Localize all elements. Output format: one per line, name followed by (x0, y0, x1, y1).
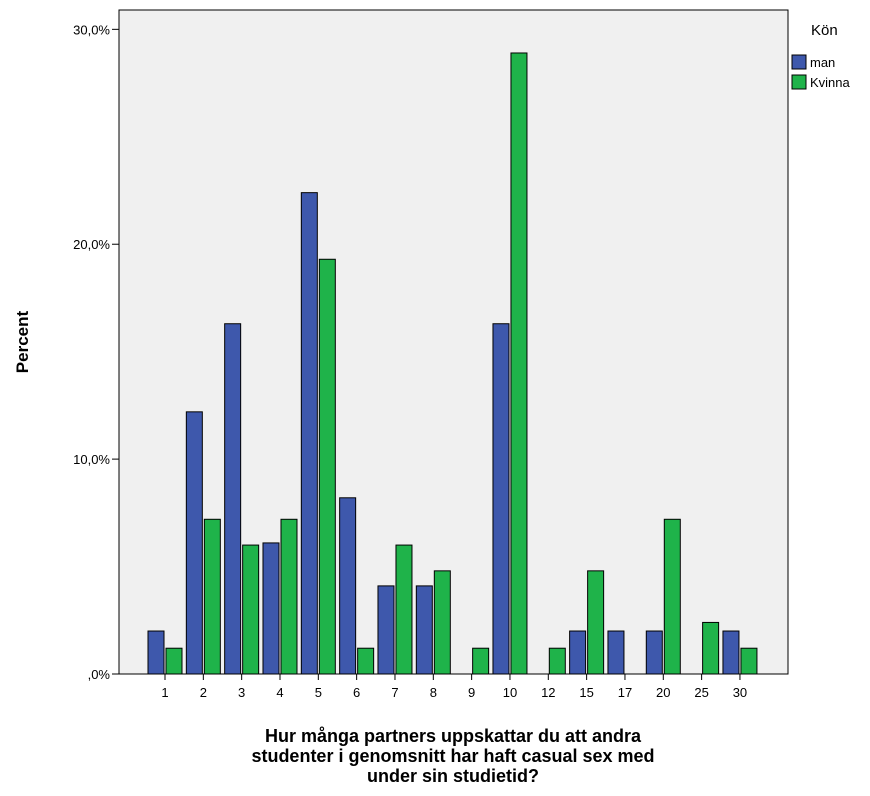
y-tick-label: 30,0% (73, 22, 110, 37)
y-tick-label: ,0% (88, 667, 111, 682)
x-tick-label-3: 3 (238, 685, 245, 700)
legend-label-man: man (810, 55, 835, 70)
bar-kvinna-3 (242, 544, 260, 675)
x-tick-label-25: 25 (694, 685, 708, 700)
bar-kvinna-1 (165, 647, 183, 675)
x-tick-label-12: 12 (541, 685, 555, 700)
bar-kvinna-20 (663, 518, 681, 675)
x-tick-label-10: 10 (503, 685, 517, 700)
y-tick-label: 20,0% (73, 237, 110, 252)
bar-man-15 (569, 630, 587, 675)
bar-man-4 (262, 542, 280, 675)
bar-kvinna-30 (740, 647, 758, 675)
legend-swatch-man (791, 54, 807, 70)
x-tick-label-30: 30 (733, 685, 747, 700)
bar-kvinna-8 (433, 570, 451, 675)
bar-man-5 (300, 192, 318, 675)
bar-kvinna-12 (548, 647, 566, 675)
bar-man-6 (339, 497, 357, 675)
y-axis-label: Percent (13, 310, 32, 373)
x-tick-label-20: 20 (656, 685, 670, 700)
x-tick-label-1: 1 (161, 685, 168, 700)
x-tick-label-2: 2 (200, 685, 207, 700)
x-tick-label-5: 5 (315, 685, 322, 700)
bar-kvinna-2 (203, 518, 221, 675)
x-axis-label-line-3: under sin studietid? (366, 766, 539, 786)
bar-man-7 (377, 585, 395, 675)
bar-kvinna-6 (357, 647, 375, 675)
bar-kvinna-7 (395, 544, 413, 675)
bar-man-1 (147, 630, 165, 675)
x-tick-label-17: 17 (618, 685, 632, 700)
x-tick-label-8: 8 (430, 685, 437, 700)
x-axis-label-line-2: studenter i genomsnitt har haft casual s… (251, 746, 655, 766)
legend-swatch-kvinna (791, 74, 807, 90)
x-tick-label-7: 7 (391, 685, 398, 700)
bar-kvinna-10 (510, 52, 528, 675)
legend: Kön man Kvinna (791, 22, 851, 90)
x-tick-label-9: 9 (468, 685, 475, 700)
bar-man-30 (722, 630, 740, 675)
bar-man-8 (415, 585, 433, 675)
bar-man-17 (607, 630, 625, 675)
bar-man-20 (645, 630, 663, 675)
x-axis: 1 2 3 4 5 6 7 8 9 10 12 15 17 20 25 30 (161, 674, 747, 700)
bar-kvinna-5 (318, 258, 336, 675)
x-tick-label-6: 6 (353, 685, 360, 700)
bar-man-10 (492, 323, 510, 675)
y-axis: ,0% 10,0% 20,0% 30,0% (73, 22, 119, 682)
x-tick-label-15: 15 (579, 685, 593, 700)
bar-man-2 (185, 411, 203, 675)
x-axis-label: Hur många partners uppskattar du att and… (118, 726, 788, 786)
x-axis-label-line-1: Hur många partners uppskattar du att and… (264, 726, 642, 746)
bar-kvinna-15 (587, 570, 605, 675)
y-tick-label: 10,0% (73, 452, 110, 467)
legend-label-kvinna: Kvinna (810, 75, 851, 90)
bar-kvinna-25 (702, 621, 720, 675)
bar-kvinna-4 (280, 518, 298, 675)
bar-kvinna-9 (472, 647, 490, 675)
x-tick-label-4: 4 (276, 685, 283, 700)
bar-man-3 (224, 323, 242, 675)
bars-group (147, 52, 758, 675)
legend-title: Kön (811, 22, 838, 39)
